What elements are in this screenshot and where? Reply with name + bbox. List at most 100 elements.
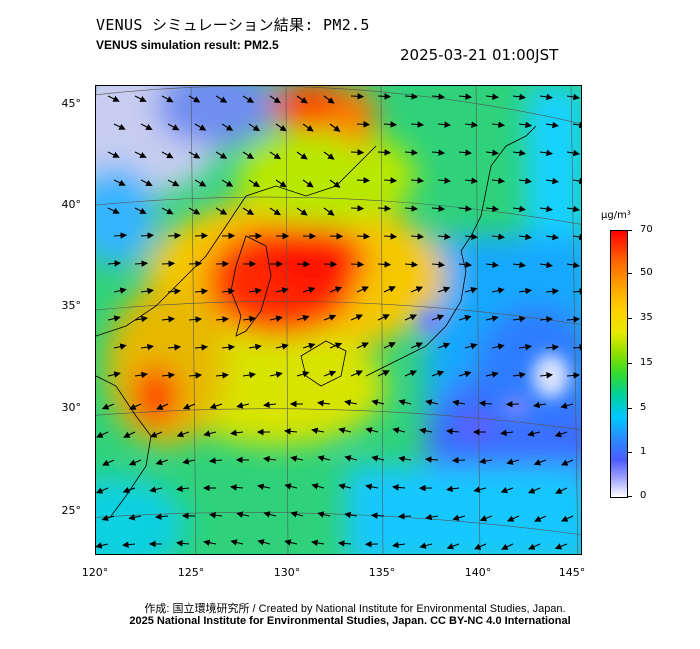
wind-arrow bbox=[182, 403, 196, 410]
wind-arrow bbox=[215, 151, 228, 159]
wind-arrow bbox=[350, 261, 365, 268]
wind-arrow bbox=[263, 455, 277, 463]
wind-arrow bbox=[451, 456, 466, 464]
wind-arrow bbox=[221, 288, 235, 295]
wind-arrow bbox=[113, 343, 127, 350]
colorbar-tick-15: 15 bbox=[640, 357, 653, 368]
wind-arrow bbox=[329, 286, 343, 293]
wind-arrow bbox=[404, 93, 419, 100]
wind-arrow bbox=[383, 286, 396, 293]
wind-arrow bbox=[419, 542, 433, 549]
wind-arrow bbox=[176, 485, 190, 493]
wind-arrow bbox=[377, 93, 392, 100]
lon-label-120: 120° bbox=[81, 566, 109, 579]
wind-arrow bbox=[329, 342, 343, 349]
wind-arrow bbox=[501, 543, 514, 550]
wind-arrow bbox=[437, 342, 451, 349]
wind-arrow bbox=[518, 177, 532, 185]
wind-arrow bbox=[269, 315, 283, 322]
lat-label-40: 40° bbox=[61, 198, 82, 211]
wind-arrow bbox=[323, 151, 335, 160]
forecast-timestamp: 2025-03-21 01:00JST bbox=[400, 46, 559, 64]
wind-arrow bbox=[566, 316, 581, 323]
wind-arrow bbox=[263, 401, 277, 408]
wind-arrow bbox=[248, 343, 262, 351]
wind-arrow bbox=[464, 177, 478, 184]
wind-arrow bbox=[473, 486, 487, 493]
wind-arrow bbox=[96, 431, 109, 438]
wind-arrow bbox=[458, 149, 472, 156]
wind-arrow bbox=[410, 177, 425, 184]
wind-arrow bbox=[572, 177, 581, 185]
colorbar-unit: μg/m³ bbox=[601, 210, 631, 221]
wind-arrow bbox=[485, 93, 499, 101]
wind-arrow bbox=[236, 402, 250, 409]
wind-arrow bbox=[167, 232, 182, 239]
wind-arrow bbox=[437, 121, 451, 128]
wind-arrow bbox=[215, 316, 229, 323]
wind-arrow bbox=[560, 515, 574, 522]
wind-arrow bbox=[107, 95, 120, 102]
colorbar-tick-35: 35 bbox=[640, 312, 653, 323]
wind-arrow bbox=[215, 207, 228, 215]
wind-arrow bbox=[194, 344, 209, 351]
wind-arrow bbox=[371, 399, 385, 406]
wind-arrow bbox=[539, 205, 553, 213]
wind-arrow bbox=[566, 261, 580, 269]
wind-arrow bbox=[506, 458, 520, 465]
wind-arrow bbox=[350, 205, 365, 212]
wind-arrow bbox=[365, 483, 379, 491]
wind-arrow bbox=[512, 261, 526, 269]
wind-arrow bbox=[425, 399, 439, 406]
wind-arrow bbox=[446, 543, 460, 550]
wind-arrow bbox=[248, 179, 261, 188]
wind-arrow bbox=[539, 261, 553, 269]
wind-arrow bbox=[161, 372, 175, 379]
wind-arrow bbox=[383, 233, 398, 240]
wind-arrow bbox=[128, 459, 142, 466]
wind-arrow bbox=[236, 511, 250, 518]
wind-arrow bbox=[485, 205, 499, 213]
wind-arrow bbox=[458, 93, 472, 100]
wind-arrow bbox=[404, 149, 419, 156]
wind-arrow bbox=[500, 429, 514, 437]
colorbar-tickmark bbox=[627, 363, 632, 364]
wind-arrow bbox=[464, 121, 478, 128]
wind-arrow bbox=[128, 514, 142, 521]
wind-arrow bbox=[365, 427, 379, 434]
wind-arrow bbox=[123, 431, 136, 438]
wind-arrow bbox=[107, 207, 120, 214]
lat-label-45: 45° bbox=[61, 97, 82, 110]
wind-arrow bbox=[446, 428, 460, 435]
wind-arrow bbox=[539, 316, 553, 323]
wind-arrow bbox=[140, 179, 153, 187]
wind-arrow bbox=[140, 232, 155, 239]
wind-arrow bbox=[377, 370, 390, 377]
wind-arrow bbox=[113, 287, 127, 294]
wind-arrow bbox=[161, 207, 174, 215]
wind-arrow bbox=[203, 430, 217, 437]
wind-arrow bbox=[356, 286, 369, 293]
wind-arrow bbox=[317, 455, 331, 462]
wind-arrow bbox=[134, 207, 147, 214]
wind-arrow bbox=[446, 485, 460, 493]
wind-arrow bbox=[410, 233, 425, 240]
wind-arrow bbox=[107, 315, 121, 322]
lon-label-145: 145° bbox=[558, 566, 586, 579]
colorbar-tickmark bbox=[627, 318, 632, 319]
wind-arrow bbox=[383, 342, 396, 349]
wind-arrow bbox=[512, 149, 526, 157]
wind-arrow bbox=[311, 427, 325, 435]
colorbar-tickmark bbox=[627, 408, 632, 409]
wind-arrow bbox=[344, 399, 358, 406]
wind-arrow bbox=[122, 541, 136, 548]
wind-arrow bbox=[311, 483, 325, 490]
wind-arrow bbox=[539, 149, 553, 157]
wind-arrow bbox=[431, 149, 446, 156]
wind-arrow bbox=[338, 427, 352, 434]
colorbar bbox=[610, 230, 628, 498]
wind-arrow bbox=[188, 372, 203, 379]
wind-arrow bbox=[209, 511, 223, 519]
wind-arrow bbox=[221, 344, 235, 351]
wind-arrow bbox=[296, 95, 308, 104]
